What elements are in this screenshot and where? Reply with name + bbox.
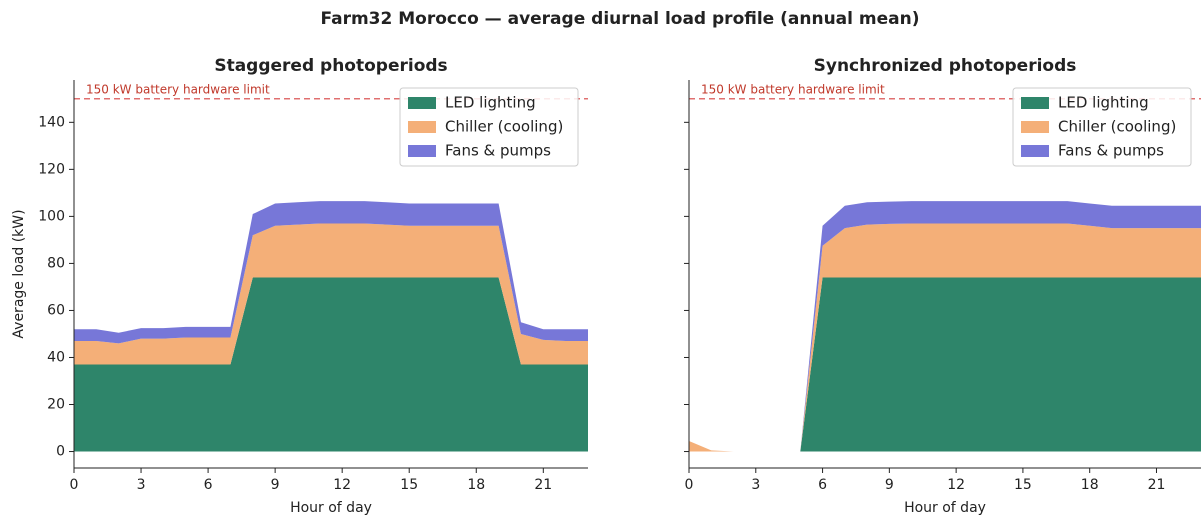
x-tick-label: 0 [685,477,694,493]
legend-swatch [408,97,436,109]
x-tick-label: 21 [1148,477,1166,493]
area [74,223,588,365]
legend-swatch [1021,97,1049,109]
x-tick-label: 6 [204,477,213,493]
chart-title: Synchronized photoperiods [814,56,1077,76]
y-tick-label: 0 [56,444,65,460]
x-tick-label: 12 [947,477,965,493]
legend-label: Chiller (cooling) [445,118,563,136]
x-tick-label: 6 [818,477,827,493]
legend-swatch [408,145,436,157]
limit-label: 150 kW battery hardware limit [701,82,885,96]
x-tick-label: 15 [400,477,418,493]
x-tick-label: 3 [137,477,146,493]
x-tick-label: 18 [1081,477,1099,493]
y-tick-label: 140 [38,114,65,130]
y-tick-label: 60 [47,302,65,318]
legend-box [1012,87,1192,167]
y-axis-label: Average load (kW) [11,209,27,338]
x-tick-label: 0 [70,477,79,493]
figure-title: Farm32 Morocco — average diurnal load pr… [321,9,920,29]
legend-label: LED lighting [1058,94,1149,112]
legend-label: Fans & pumps [445,142,551,160]
legend-label: LED lighting [445,94,536,112]
y-tick-label: 100 [38,208,65,224]
area [689,223,1201,452]
y-tick-label: 40 [47,349,65,365]
y-tick-label: 80 [47,255,65,271]
chart-title: Staggered photoperiods [214,56,447,76]
y-tick-label: 120 [38,161,65,177]
x-axis-label: Hour of day [904,500,986,516]
area [689,201,1201,452]
area [74,201,588,344]
x-tick-label: 12 [333,477,351,493]
y-tick-label: 20 [47,397,65,413]
legend-swatch [1021,121,1049,133]
legend-swatch [1021,145,1049,157]
legend-swatch [408,121,436,133]
x-axis-label: Hour of day [290,500,372,516]
legend-box [399,87,579,167]
legend-label: Chiller (cooling) [1058,118,1176,136]
x-tick-label: 21 [534,477,552,493]
x-tick-label: 3 [751,477,760,493]
x-tick-label: 18 [467,477,485,493]
x-tick-label: 15 [1014,477,1032,493]
x-tick-label: 9 [885,477,894,493]
legend-label: Fans & pumps [1058,142,1164,160]
area [74,277,588,452]
limit-label: 150 kW battery hardware limit [86,82,270,96]
x-tick-label: 9 [271,477,280,493]
area [689,277,1201,452]
